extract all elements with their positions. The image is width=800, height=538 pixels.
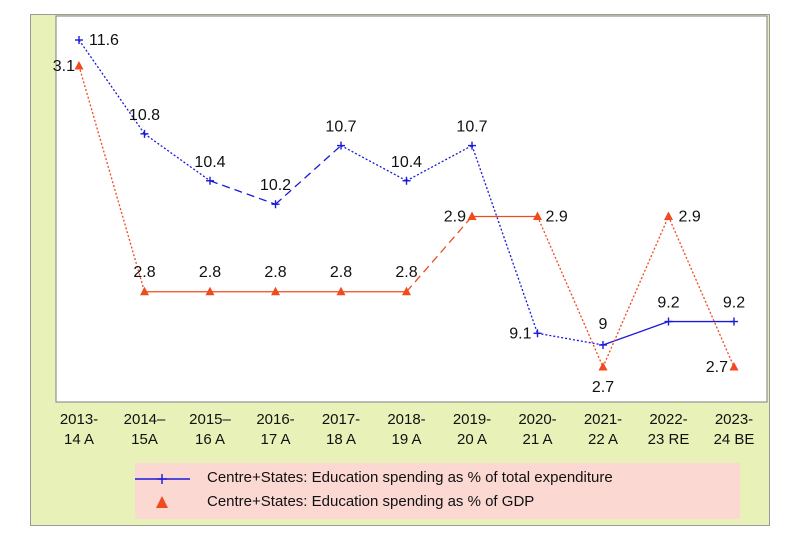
data-label: 10.4 bbox=[194, 154, 225, 171]
x-tick-label: 2013-14 A bbox=[60, 411, 98, 448]
data-label: 9.1 bbox=[509, 325, 531, 342]
x-tick-label: 2014– 15A bbox=[124, 411, 166, 448]
data-point bbox=[533, 329, 542, 338]
data-label: 2.9 bbox=[444, 209, 466, 226]
series-total-expenditure: 11.6 10.8 10.4 10.2 10.7 10.4 10.7 9.1 9 9.2 9.2 bbox=[75, 32, 745, 349]
data-point bbox=[402, 286, 411, 296]
data-label: 10.8 bbox=[129, 107, 160, 124]
x-tick-label: 2021-22 A bbox=[584, 411, 622, 448]
series-line-segment bbox=[406, 216, 473, 293]
data-point bbox=[598, 362, 608, 371]
series-line-segment bbox=[667, 216, 735, 368]
legend-swatch-red bbox=[156, 496, 168, 508]
data-point bbox=[664, 211, 673, 220]
data-label: 2.8 bbox=[330, 264, 352, 281]
data-point bbox=[271, 286, 280, 296]
series-line-segment bbox=[536, 216, 604, 368]
data-label: 3.1 bbox=[53, 58, 75, 75]
series-line-segment bbox=[78, 39, 146, 135]
x-tick-label: 2018-19 A bbox=[387, 411, 425, 448]
data-label: 9 bbox=[599, 316, 608, 333]
legend-item-gdp: Centre+States: Education spending as % o… bbox=[135, 491, 740, 515]
series-line-segment bbox=[144, 133, 211, 182]
data-point bbox=[664, 317, 673, 326]
legend-label-gdp: Centre+States: Education spending as % o… bbox=[207, 493, 535, 510]
data-point bbox=[402, 176, 411, 185]
x-tick-label: 2020-21 A bbox=[518, 411, 556, 448]
data-label: 2.9 bbox=[546, 209, 568, 226]
x-tick-label: 2022-23 RE bbox=[648, 411, 690, 448]
data-point bbox=[140, 286, 149, 296]
data-label: 10.2 bbox=[260, 177, 291, 194]
data-label: 10.7 bbox=[456, 119, 487, 136]
series-line-segment bbox=[78, 65, 146, 292]
x-tick-label: 2016-17 A bbox=[256, 411, 294, 448]
legend: Centre+States: Education spending as % o… bbox=[135, 463, 740, 519]
legend-swatch-blue bbox=[135, 474, 190, 484]
data-label: 11.6 bbox=[89, 32, 119, 49]
series-line-segment bbox=[602, 216, 670, 368]
legend-item-total-expenditure: Centre+States: Education spending as % o… bbox=[135, 467, 740, 491]
data-label: 2.8 bbox=[133, 264, 155, 281]
x-tick-label: 2015– 16 A bbox=[189, 411, 231, 448]
data-label: 9.2 bbox=[657, 295, 679, 312]
x-tick-label: 2017-18 A bbox=[322, 411, 360, 448]
data-point bbox=[74, 61, 84, 70]
data-label: 2.7 bbox=[706, 359, 728, 376]
series-line-segment bbox=[471, 145, 539, 334]
data-label: 2.9 bbox=[679, 209, 701, 226]
data-point bbox=[337, 141, 345, 150]
data-label: 2.7 bbox=[592, 379, 614, 396]
x-tick-label: 2019-20 A bbox=[453, 411, 491, 448]
series-line-segment bbox=[275, 145, 342, 205]
data-point bbox=[729, 362, 739, 371]
series-line-segment bbox=[406, 145, 473, 182]
data-point bbox=[205, 286, 215, 296]
data-point bbox=[467, 211, 477, 220]
data-point bbox=[599, 341, 607, 349]
data-label: 2.8 bbox=[264, 264, 286, 281]
series-line-segment bbox=[340, 145, 407, 182]
data-point bbox=[140, 129, 149, 138]
x-tick-label: 2023-24 BE bbox=[714, 411, 755, 448]
plot-area bbox=[55, 15, 768, 403]
data-point bbox=[730, 317, 738, 326]
series-gdp: 3.1 2.8 2.8 2.8 2.8 2.8 2.9 2.9 2.7 2.9 2.7 bbox=[53, 58, 739, 396]
data-point bbox=[533, 211, 542, 220]
series-line-segment bbox=[537, 332, 604, 346]
data-label: 9.2 bbox=[723, 295, 745, 312]
data-label: 2.8 bbox=[199, 264, 221, 281]
series-line-segment bbox=[209, 180, 276, 205]
data-point bbox=[206, 176, 214, 185]
data-label: 10.4 bbox=[391, 154, 422, 171]
data-label: 2.8 bbox=[395, 264, 417, 281]
data-point bbox=[468, 141, 476, 150]
data-point bbox=[75, 36, 83, 44]
data-point bbox=[271, 200, 280, 209]
legend-label-total-expenditure: Centre+States: Education spending as % o… bbox=[207, 469, 613, 486]
data-point bbox=[336, 286, 346, 296]
data-label: 10.7 bbox=[325, 119, 356, 136]
